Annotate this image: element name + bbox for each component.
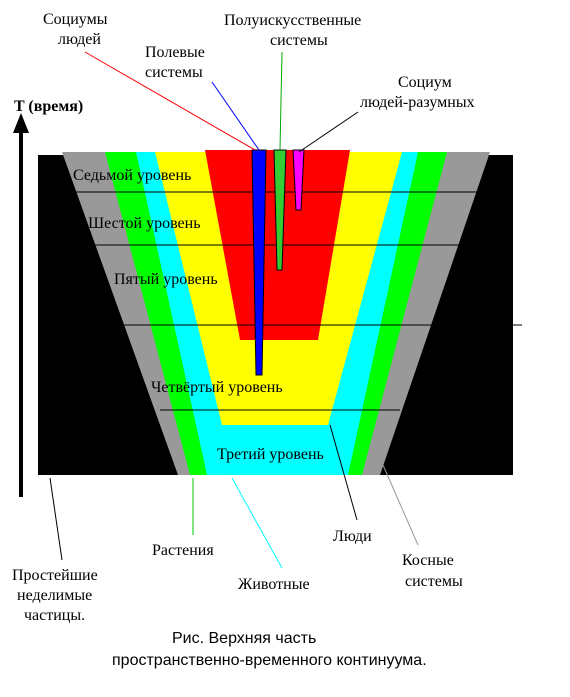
label-socium-rational-1: Социум (398, 74, 452, 91)
pointer-socium-rational (298, 111, 359, 153)
level-6-label: Шестой уровень (88, 215, 201, 232)
pointer-semi-artificial (279, 51, 283, 151)
label-particles-3: частицы. (24, 607, 85, 624)
label-inert-2: системы (405, 573, 463, 590)
label-particles-1: Простейшие (12, 567, 98, 584)
label-semi-artificial-2: системы (270, 32, 328, 49)
field-systems-bar (251, 149, 267, 376)
pointer-socium-people (84, 51, 256, 151)
level-4-label: Четвёртый уровень (151, 379, 283, 396)
pointer-people (329, 424, 358, 521)
level-7-label: Седьмой уровень (73, 167, 191, 184)
level-3-label: Третий уровень (217, 446, 324, 463)
pointer-animals (231, 477, 283, 569)
label-particles-2: неделимые (17, 587, 92, 604)
pointer-inert (382, 464, 419, 546)
label-socium-rational-2: людей-разумных (360, 94, 475, 111)
time-axis-label: T (время) (14, 98, 83, 115)
label-inert-1: Косные (402, 552, 454, 569)
caption-line-1: Рис. Верхняя часть (172, 630, 316, 647)
label-semi-artificial-1: Полуискусственные (224, 12, 361, 29)
label-field-systems-1: Полевые (145, 44, 205, 61)
time-axis-arrowhead (13, 113, 29, 133)
label-socium-people-2: людей (58, 31, 101, 48)
caption-line-2: пространственно-временного континуума. (112, 652, 427, 669)
socium-rational-bar (292, 149, 305, 211)
pointer-particles (49, 477, 63, 561)
level-5-label: Пятый уровень (114, 271, 218, 288)
pointer-field-systems (211, 81, 260, 151)
label-plants: Растения (152, 542, 214, 559)
label-animals: Животные (238, 576, 310, 593)
semi-artificial-bar (273, 149, 287, 271)
label-people: Люди (333, 528, 372, 545)
label-field-systems-2: системы (145, 64, 203, 81)
label-socium-people-1: Социумы (43, 11, 108, 28)
